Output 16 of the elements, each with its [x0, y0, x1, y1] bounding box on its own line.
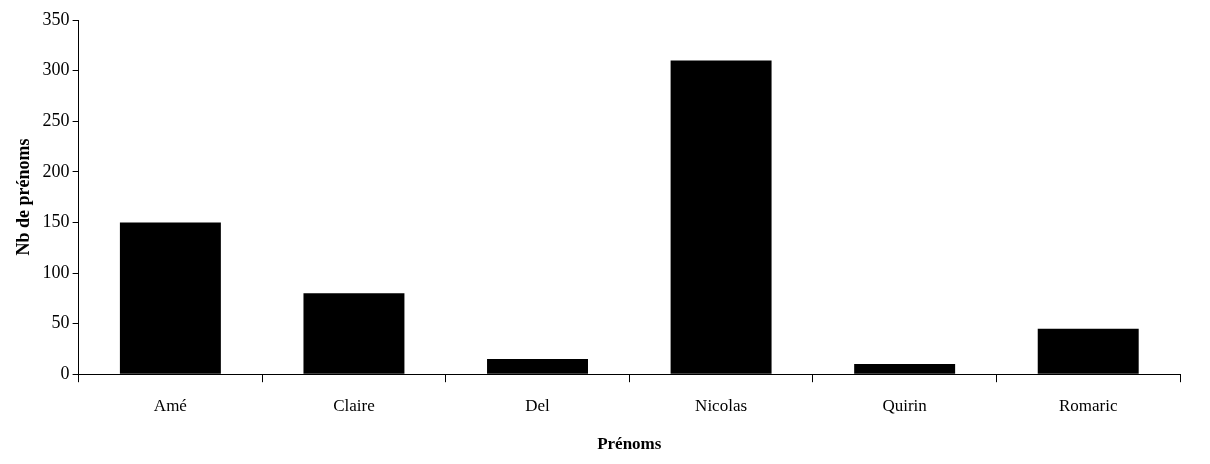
- y-tick-label: 200: [42, 160, 70, 181]
- x-axis-title: Prénoms: [597, 434, 662, 454]
- y-axis-title: Nb de prénoms: [13, 138, 34, 256]
- y-tick-label: 300: [42, 59, 70, 80]
- y-tick-label: 150: [42, 211, 70, 232]
- y-tick-label: 250: [42, 109, 70, 130]
- y-tick-label: 100: [42, 261, 70, 282]
- x-tick-label: Quirin: [882, 395, 928, 415]
- y-tick-label: 350: [42, 8, 70, 29]
- y-tick-label: 0: [60, 362, 70, 383]
- y-tick-label: 50: [51, 312, 70, 333]
- x-tick-label: Nicolas: [695, 395, 748, 415]
- x-tick-label: Claire: [333, 395, 375, 415]
- x-tick-label: Del: [525, 395, 551, 415]
- x-tick-label: Amé: [153, 395, 187, 415]
- x-tick-label: Romaric: [1058, 395, 1118, 415]
